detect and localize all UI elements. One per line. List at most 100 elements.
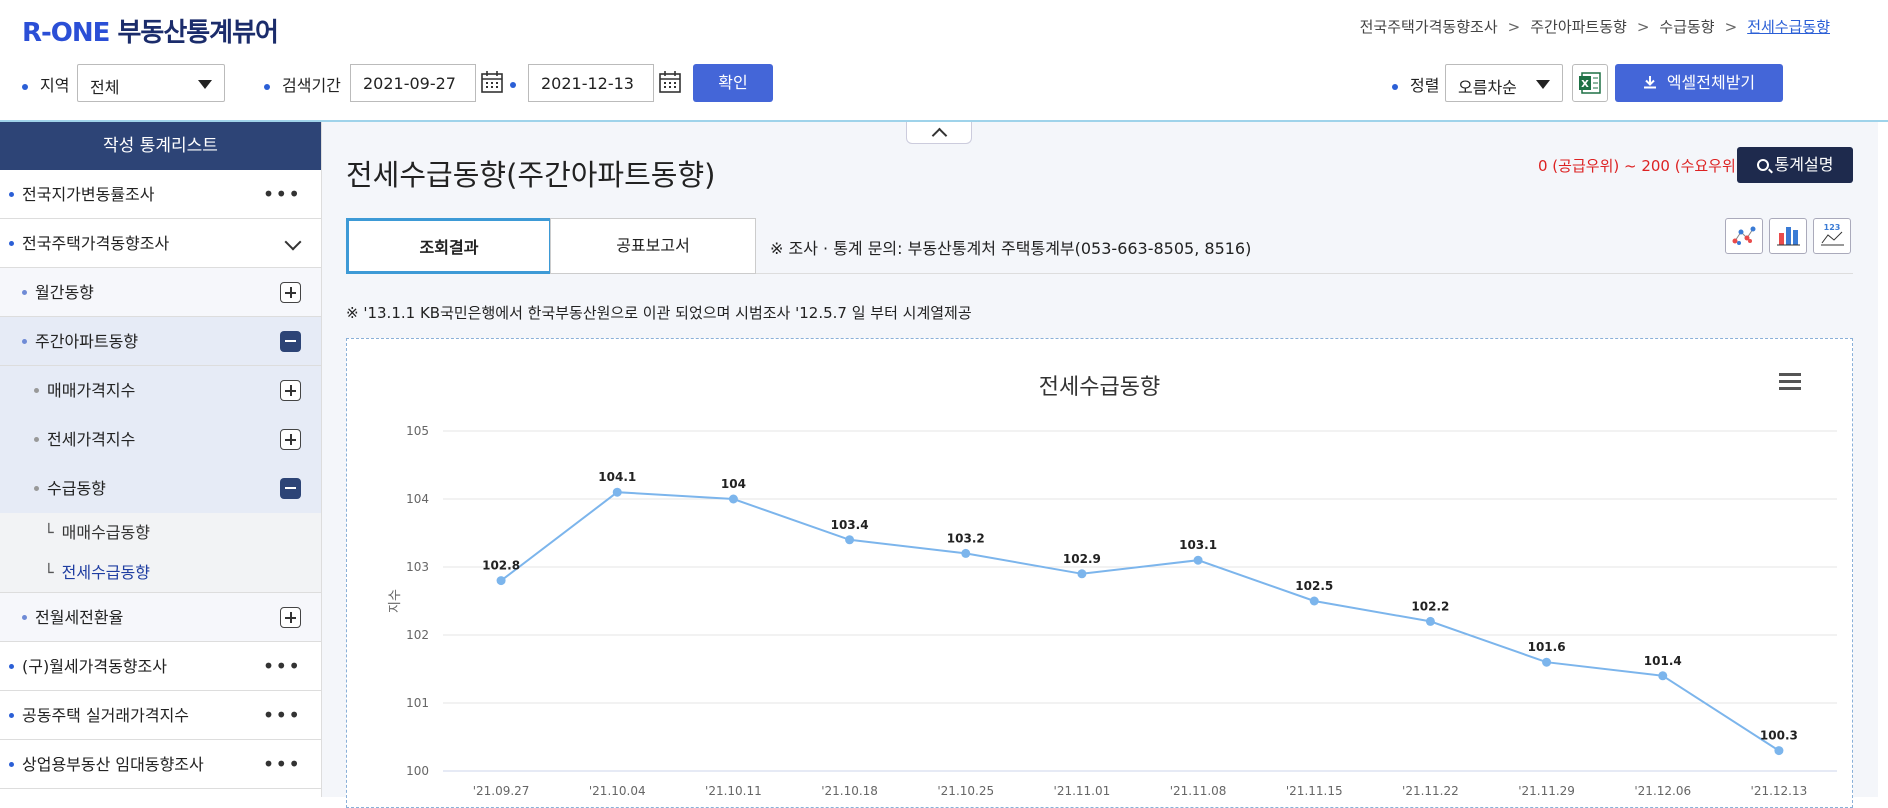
date-from-input[interactable]: 2021-09-27 xyxy=(350,64,476,102)
y-axis-label: 지수 xyxy=(388,589,403,613)
line-chart: 100 101 102 103 104 105 지수 '21.09.27 '21.10.04 '2… xyxy=(388,424,1837,798)
x-tick-label: '21.11.01 xyxy=(1054,784,1111,798)
chevron-down-icon[interactable] xyxy=(284,233,302,251)
sidebar-item-label: 전세가격지수 xyxy=(47,430,136,449)
table-view-button[interactable]: 123 xyxy=(1813,218,1851,254)
chevron-right-icon: > xyxy=(1636,18,1650,36)
data-label: 103.1 xyxy=(1179,538,1217,552)
data-label: 102.9 xyxy=(1063,552,1101,566)
sidebar-item-conversion-rate[interactable]: 전월세전환율 xyxy=(0,593,321,642)
sidebar-item-label: 월간동향 xyxy=(35,283,94,302)
sidebar-item-monthly[interactable]: 월간동향 xyxy=(0,268,321,317)
data-point xyxy=(961,548,971,558)
sort-select-value: 오름차순 xyxy=(1458,78,1517,97)
data-point xyxy=(1658,671,1668,681)
breadcrumb-current[interactable]: 전세수급동향 xyxy=(1747,18,1830,36)
sidebar-item-land-price[interactable]: 전국지가변동률조사 ••• xyxy=(0,170,321,219)
data-point xyxy=(728,494,738,504)
sidebar-item-supply-demand[interactable]: 수급동향 xyxy=(0,464,321,513)
scatter-view-button[interactable] xyxy=(1725,218,1763,254)
x-tick-label: '21.11.08 xyxy=(1170,784,1227,798)
data-label: 104 xyxy=(721,477,746,491)
scatter-chart-icon xyxy=(1732,226,1756,245)
svg-text:X: X xyxy=(1581,79,1589,90)
collapse-header-button[interactable] xyxy=(906,122,972,144)
tree-branch-icon: └ xyxy=(44,563,54,582)
sidebar-subitem-sale-supply[interactable]: └ 매매수급동향 xyxy=(0,513,321,553)
sidebar-header: 작성 통계리스트 xyxy=(0,122,321,170)
data-label: 101.4 xyxy=(1644,654,1682,668)
excel-all-download-button[interactable]: 엑셀전체받기 xyxy=(1615,64,1783,102)
data-label: 100.3 xyxy=(1760,729,1798,743)
sidebar-item-label: 매매가격지수 xyxy=(47,381,136,400)
breadcrumb-item[interactable]: 주간아파트동향 xyxy=(1530,18,1627,36)
search-icon xyxy=(1756,159,1769,171)
stats-description-label: 통계설명 xyxy=(1774,155,1834,174)
data-label: 103.2 xyxy=(947,531,985,545)
expand-plus-icon[interactable] xyxy=(280,380,301,401)
chevron-right-icon: > xyxy=(1507,18,1521,36)
collapse-minus-icon[interactable] xyxy=(280,478,301,499)
expand-plus-icon[interactable] xyxy=(280,429,301,450)
data-label: 102.5 xyxy=(1295,579,1333,593)
tab-results[interactable]: 조회결과 xyxy=(346,218,552,274)
more-icon[interactable]: ••• xyxy=(262,182,301,206)
breadcrumb: 전국주택가격동향조사 > 주간아파트동향 > 수급동향 > 전세수급동향 xyxy=(1360,16,1830,37)
inquiry-note: ※ 조사 · 통계 문의: 부동산통계처 주택통계부(053-663-8505,… xyxy=(770,239,1252,258)
tree-branch-icon: └ xyxy=(44,523,54,542)
svg-text:123: 123 xyxy=(1824,223,1841,232)
more-icon[interactable]: ••• xyxy=(262,703,301,727)
sidebar-item-commercial-rent[interactable]: 상업용부동산 임대동향조사 ••• xyxy=(0,740,321,789)
sidebar-item-label: 공동주택 실거래가격지수 xyxy=(22,706,190,725)
chevron-right-icon: > xyxy=(1724,18,1738,36)
bar-view-button[interactable] xyxy=(1769,218,1807,254)
sidebar-item-jeonse-index[interactable]: 전세가격지수 xyxy=(0,415,321,464)
bar-chart-icon xyxy=(1777,227,1800,246)
tab-report[interactable]: 공표보고서 xyxy=(550,218,756,274)
data-point xyxy=(496,576,506,586)
stats-description-button[interactable]: 통계설명 xyxy=(1737,147,1853,183)
expand-plus-icon[interactable] xyxy=(280,607,301,628)
data-label: 102.2 xyxy=(1411,599,1449,613)
more-icon[interactable]: ••• xyxy=(262,654,301,678)
sidebar: 작성 통계리스트 전국지가변동률조사 ••• 전국주택가격동향조사 월간동향 주… xyxy=(0,122,322,797)
excel-download-button[interactable]: X xyxy=(1572,64,1608,102)
collapse-minus-icon[interactable] xyxy=(280,331,301,352)
data-point xyxy=(845,535,855,545)
data-point xyxy=(1193,555,1203,565)
data-point xyxy=(1774,746,1784,756)
region-select[interactable]: 전체 xyxy=(77,64,225,102)
sidebar-item-sale-index[interactable]: 매매가격지수 xyxy=(0,366,321,415)
chart-menu-icon[interactable] xyxy=(1779,373,1801,391)
excel-icon: X xyxy=(1579,72,1601,94)
date-to-input[interactable]: 2021-12-13 xyxy=(528,64,654,102)
y-tick-label: 102 xyxy=(406,628,429,642)
data-label: 102.8 xyxy=(482,559,520,573)
app-logo[interactable]: R-ONE 부동산통계뷰어 xyxy=(22,12,279,49)
more-icon[interactable]: ••• xyxy=(262,752,301,776)
breadcrumb-item[interactable]: 전국주택가격동향조사 xyxy=(1359,18,1498,36)
main-content: 전세수급동향(주간아파트동향) 0 (공급우위) ~ 200 (수요우위) 통계… xyxy=(322,122,1878,808)
sidebar-item-label: 주간아파트동향 xyxy=(35,332,139,351)
expand-plus-icon[interactable] xyxy=(280,282,301,303)
x-tick-label: '21.12.13 xyxy=(1751,784,1808,798)
sidebar-item-weekly-apt[interactable]: 주간아파트동향 xyxy=(0,317,321,366)
sort-select[interactable]: 오름차순 xyxy=(1445,64,1563,102)
sidebar-item-monthly-rent[interactable]: (구)월세가격동향조사 ••• xyxy=(0,642,321,691)
sidebar-subitem-jeonse-supply[interactable]: └ 전세수급동향 xyxy=(0,553,321,593)
confirm-button[interactable]: 확인 xyxy=(693,64,773,102)
sidebar-item-housing-price[interactable]: 전국주택가격동향조사 xyxy=(0,219,321,268)
sidebar-item-label: 수급동향 xyxy=(47,479,106,498)
sidebar-item-label: (구)월세가격동향조사 xyxy=(22,657,167,676)
region-label: 지역 xyxy=(22,72,69,96)
chart-title: 전세수급동향 xyxy=(1038,375,1161,400)
sidebar-item-real-trade-index[interactable]: 공동주택 실거래가격지수 ••• xyxy=(0,691,321,740)
breadcrumb-item[interactable]: 수급동향 xyxy=(1659,18,1715,36)
excel-all-label: 엑셀전체받기 xyxy=(1666,73,1756,92)
calendar-icon[interactable] xyxy=(480,70,504,94)
data-point xyxy=(612,487,622,497)
y-tick-label: 100 xyxy=(406,764,429,778)
x-tick-label: '21.11.15 xyxy=(1286,784,1343,798)
caret-down-icon xyxy=(1536,80,1550,89)
calendar-icon[interactable] xyxy=(658,70,682,94)
